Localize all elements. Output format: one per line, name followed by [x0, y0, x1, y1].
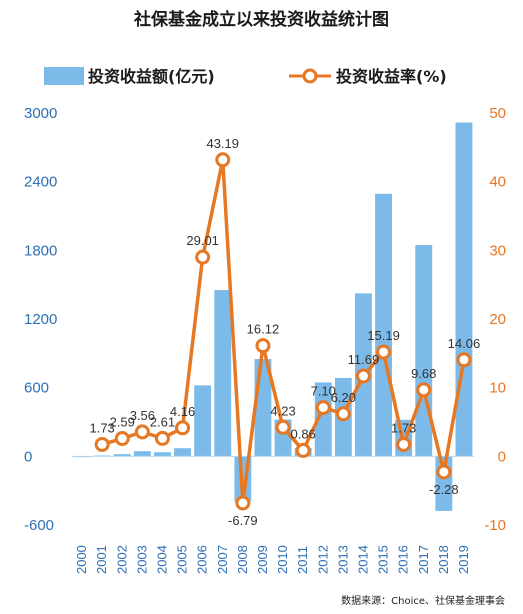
x-axis-tick-label: 2005 [175, 545, 190, 574]
right-axis-tick-label: 20 [489, 311, 506, 328]
legend-bar-swatch [44, 67, 84, 85]
legend-bar-label: 投资收益额(亿元) [88, 67, 215, 86]
right-axis-tick-label: 30 [489, 242, 506, 259]
line-point [114, 431, 130, 447]
bar [194, 385, 212, 457]
line-data-label: 7.10 [311, 384, 336, 399]
left-axis-tick-label: 600 [24, 380, 49, 397]
x-axis-tick-label: 2003 [134, 545, 149, 574]
line-point [215, 152, 231, 168]
line-point [255, 338, 271, 354]
line-data-label: 15.19 [367, 328, 400, 343]
x-axis-tick-label: 2013 [335, 545, 350, 574]
line-data-label: 11.69 [348, 352, 380, 367]
right-axis-tick-label: 10 [489, 380, 506, 397]
legend-line-label: 投资收益率(%) [336, 67, 447, 86]
x-axis-tick-label: 2007 [215, 545, 230, 574]
line-point [396, 436, 412, 452]
line-data-label: 4.16 [170, 404, 195, 419]
bar [314, 382, 332, 457]
x-axis-tick-label: 2014 [355, 545, 370, 574]
left-axis-tick-label: 3000 [24, 105, 57, 122]
line-point [436, 464, 452, 480]
line-point [315, 400, 331, 416]
x-axis: 2000 2001 2002 2003 2004 2005 2006 2007 2008 2009… [74, 545, 471, 574]
line-point [376, 344, 392, 360]
x-axis-tick-label: 2012 [315, 545, 330, 574]
left-axis-tick-label: 2400 [24, 174, 57, 191]
line-data-label: -6.79 [228, 513, 258, 528]
line-point [175, 420, 191, 436]
left-axis: 3000 2400 1800 1200 600 0 -600 [24, 105, 57, 534]
x-axis-tick-label: 2018 [436, 545, 451, 574]
x-axis-tick-label: 2019 [456, 545, 471, 574]
line-data-label: 1.73 [89, 420, 114, 435]
line-point [416, 382, 432, 398]
bar [174, 448, 191, 457]
x-axis-tick-label: 2016 [396, 545, 411, 574]
line-point [154, 430, 170, 446]
line-series: 1.732.593.562.614.1629.0143.19-6.7916.12… [89, 136, 480, 528]
line-data-label: 6.20 [331, 390, 356, 405]
left-axis-tick-label: 0 [24, 448, 32, 465]
line-point [195, 249, 211, 265]
line-point [94, 436, 110, 452]
right-axis-tick-label: -10 [484, 517, 506, 534]
right-axis-tick-label: 50 [489, 105, 506, 122]
legend-line-marker [302, 68, 318, 84]
line-point [335, 406, 351, 422]
line-data-label: 1.73 [391, 420, 416, 435]
left-axis-tick-label: 1800 [24, 242, 57, 259]
x-axis-tick-label: 2002 [114, 545, 129, 574]
source-note: 数据来源：Choice、社保基金理事会 [341, 594, 505, 607]
x-axis-tick-label: 2008 [235, 545, 250, 574]
x-axis-tick-label: 2004 [154, 545, 169, 574]
line-point [295, 442, 311, 458]
line-data-label: 43.19 [206, 136, 239, 151]
x-axis-tick-label: 2009 [255, 545, 270, 574]
line-point [134, 424, 150, 440]
line-point [456, 352, 472, 368]
bar [133, 451, 151, 457]
line-data-label: 0.86 [290, 426, 315, 441]
right-axis-tick-label: 0 [498, 448, 506, 465]
x-axis-tick-label: 2017 [416, 545, 431, 574]
line-point [355, 368, 371, 384]
x-axis-tick-label: 2015 [376, 545, 391, 574]
left-axis-tick-label: -600 [24, 517, 54, 534]
line-data-label: 16.12 [247, 322, 280, 337]
x-axis-tick-label: 2011 [295, 546, 310, 574]
line-data-label: 2.61 [150, 414, 175, 429]
x-axis-tick-label: 2000 [74, 545, 89, 574]
line-data-label: 9.68 [411, 366, 436, 381]
x-axis-tick-label: 2006 [195, 545, 210, 574]
line-data-label: 3.56 [130, 408, 155, 423]
bar [375, 193, 392, 457]
line-data-label: 29.01 [186, 233, 219, 248]
line-data-label: 14.06 [448, 336, 481, 351]
line-data-label: 4.23 [270, 403, 295, 418]
bar [154, 452, 171, 457]
right-axis-tick-label: 40 [489, 174, 506, 191]
x-axis-tick-label: 2010 [275, 545, 290, 574]
right-axis: 50 40 30 20 10 0 -10 [484, 105, 506, 534]
line-data-label: 2.59 [110, 415, 135, 430]
bar [113, 454, 131, 457]
line-point [235, 495, 251, 511]
bar [415, 245, 433, 457]
bar-series [73, 122, 473, 511]
left-axis-tick-label: 1200 [24, 311, 57, 328]
line-data-label: -2.28 [429, 482, 459, 497]
legend: 投资收益额(亿元) 投资收益率(%) [44, 67, 447, 86]
bar [455, 122, 473, 457]
line-point [275, 419, 291, 435]
x-axis-tick-label: 2001 [94, 545, 109, 574]
bar [214, 290, 232, 457]
chart-title: 社保基金成立以来投资收益统计图 [133, 9, 389, 30]
